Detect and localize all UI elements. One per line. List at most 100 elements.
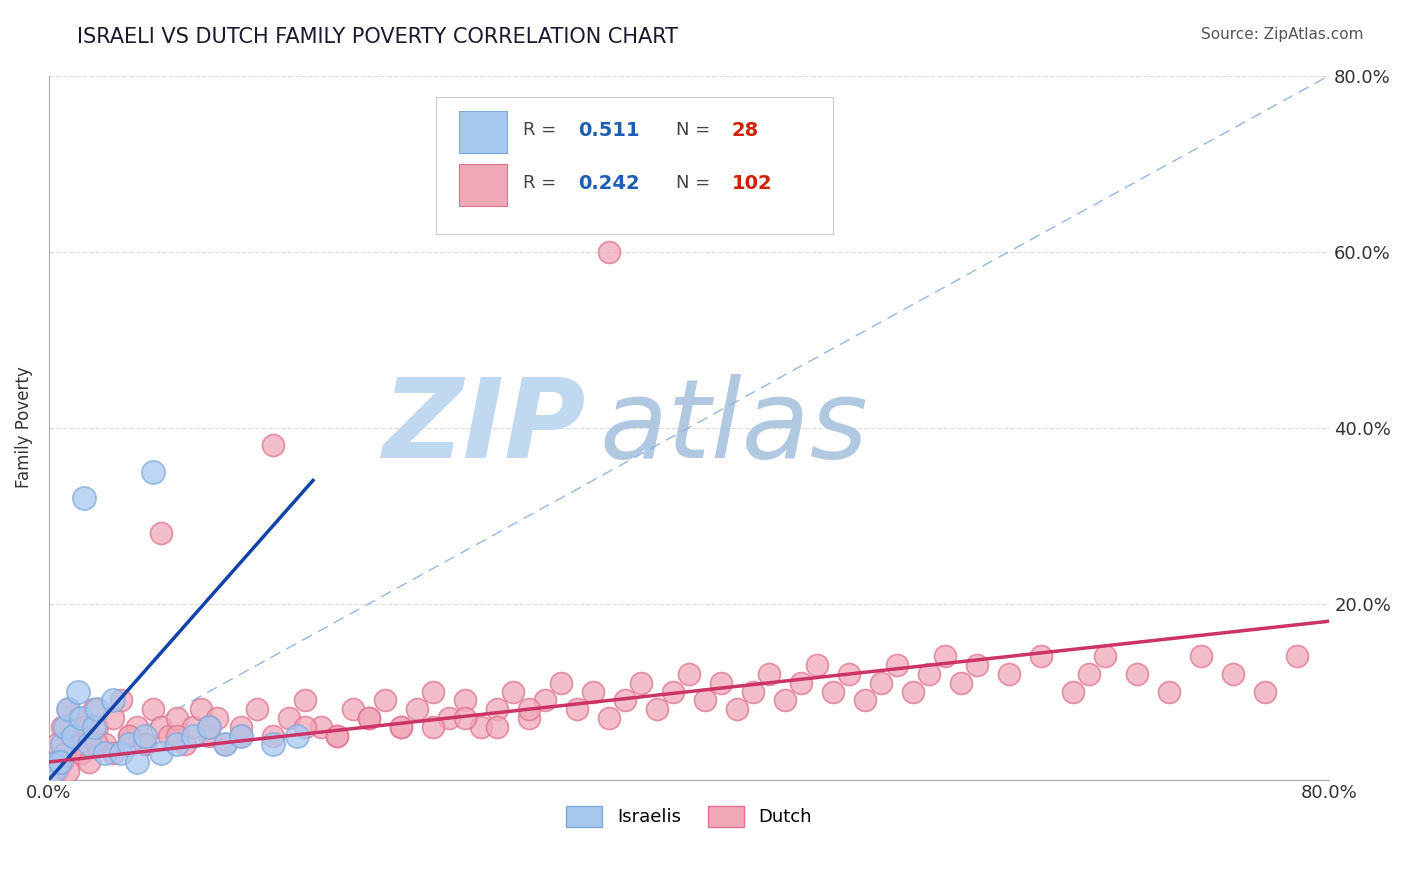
Point	[94, 746, 117, 760]
Point	[678, 667, 700, 681]
Point	[181, 720, 204, 734]
Point	[1031, 649, 1053, 664]
Point	[62, 729, 84, 743]
Point	[125, 720, 148, 734]
Point	[86, 738, 108, 752]
Point	[56, 702, 79, 716]
Point	[662, 684, 685, 698]
Text: 102: 102	[731, 174, 772, 193]
Point	[486, 720, 509, 734]
Point	[190, 702, 212, 716]
Point	[101, 711, 124, 725]
Point	[918, 667, 941, 681]
Point	[582, 684, 605, 698]
Point	[142, 465, 165, 479]
Point	[42, 764, 65, 778]
Point	[1094, 649, 1116, 664]
Point	[422, 720, 444, 734]
Point	[486, 702, 509, 716]
Point	[422, 684, 444, 698]
FancyBboxPatch shape	[458, 111, 508, 153]
Point	[1062, 684, 1084, 698]
Text: Source: ZipAtlas.com: Source: ZipAtlas.com	[1201, 27, 1364, 42]
Point	[166, 738, 188, 752]
Point	[246, 702, 269, 716]
Point	[565, 702, 588, 716]
Point	[214, 738, 236, 752]
Point	[934, 649, 956, 664]
Point	[262, 738, 284, 752]
Point	[53, 720, 76, 734]
Point	[70, 746, 93, 760]
Point	[73, 491, 96, 505]
Point	[1254, 684, 1277, 698]
Text: atlas: atlas	[599, 374, 868, 481]
Point	[51, 720, 73, 734]
Point	[77, 755, 100, 769]
Point	[56, 702, 79, 716]
Point	[437, 711, 460, 725]
Point	[517, 702, 540, 716]
Text: N =: N =	[676, 121, 716, 139]
Text: N =: N =	[676, 174, 716, 192]
Point	[118, 729, 141, 743]
Point	[534, 693, 557, 707]
Point	[86, 720, 108, 734]
Point	[357, 711, 380, 725]
Point	[389, 720, 412, 734]
Point	[83, 702, 105, 716]
Point	[150, 526, 173, 541]
Point	[294, 693, 316, 707]
Point	[758, 667, 780, 681]
Point	[157, 729, 180, 743]
Point	[645, 702, 668, 716]
Point	[174, 738, 197, 752]
Point	[886, 658, 908, 673]
Point	[70, 738, 93, 752]
Point	[205, 711, 228, 725]
Point	[773, 693, 796, 707]
Point	[309, 720, 332, 734]
Point	[326, 729, 349, 743]
Point	[166, 711, 188, 725]
Point	[62, 729, 84, 743]
Point	[181, 729, 204, 743]
Point	[83, 720, 105, 734]
Point	[870, 675, 893, 690]
Point	[262, 438, 284, 452]
Point	[1189, 649, 1212, 664]
Point	[46, 738, 69, 752]
Point	[101, 746, 124, 760]
Point	[77, 729, 100, 743]
Text: R =: R =	[523, 174, 561, 192]
Point	[517, 711, 540, 725]
Point	[198, 729, 221, 743]
Text: 0.511: 0.511	[578, 121, 640, 140]
Point	[229, 720, 252, 734]
Point	[725, 702, 748, 716]
Point	[118, 729, 141, 743]
Point	[66, 711, 89, 725]
Point	[901, 684, 924, 698]
FancyBboxPatch shape	[458, 163, 508, 206]
Point	[150, 746, 173, 760]
Point	[966, 658, 988, 673]
Point	[1159, 684, 1181, 698]
Point	[142, 702, 165, 716]
Point	[51, 755, 73, 769]
Point	[406, 702, 429, 716]
Legend: Israelis, Dutch: Israelis, Dutch	[560, 798, 820, 834]
Point	[125, 755, 148, 769]
Point	[374, 693, 396, 707]
Text: 28: 28	[731, 121, 759, 140]
Point	[742, 684, 765, 698]
Point	[77, 738, 100, 752]
Point	[73, 720, 96, 734]
Point	[198, 720, 221, 734]
Point	[326, 729, 349, 743]
Text: R =: R =	[523, 121, 561, 139]
Point	[630, 675, 652, 690]
Y-axis label: Family Poverty: Family Poverty	[15, 367, 32, 489]
Point	[853, 693, 876, 707]
Point	[998, 667, 1021, 681]
